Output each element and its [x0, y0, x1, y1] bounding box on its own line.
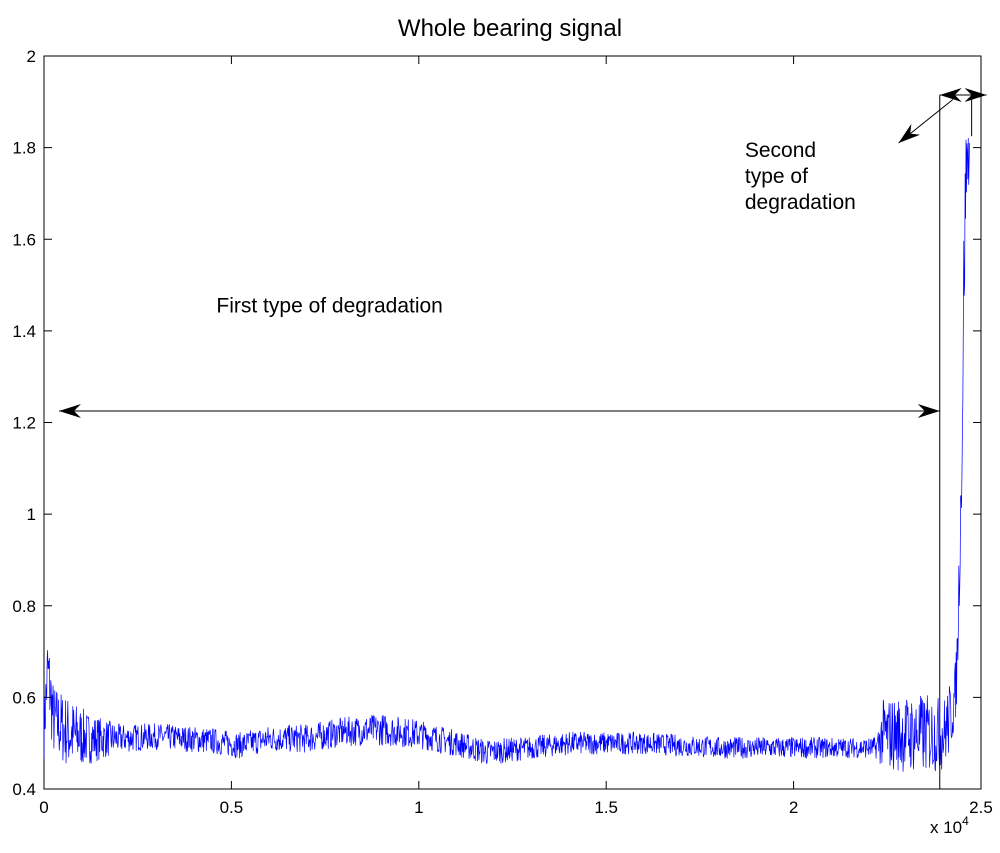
y-tick-label: 0.4: [12, 780, 36, 799]
y-tick-label: 1.6: [12, 230, 36, 249]
y-tick-label: 0.6: [12, 688, 36, 707]
arrowhead: [917, 404, 940, 419]
axis-layer: 0 0.5 1 1.5 2 2.5 0.4 0.6 0.8 1 1.2 1.4 1.6 1.8 2: [12, 47, 992, 817]
y-tick-label: 1.4: [12, 322, 36, 341]
y-tick-label: 1.8: [12, 139, 36, 158]
x-multiplier-label: x 104: [930, 814, 969, 837]
arrowhead: [898, 123, 921, 144]
y-tick-label: 0.8: [12, 597, 36, 616]
series-line-0: [43, 138, 970, 772]
signal-layer: [43, 138, 970, 772]
plot-area: [43, 55, 982, 790]
arrow-second-pointer: [898, 99, 954, 144]
annotation-first: First type of degradation: [216, 295, 442, 318]
y-tick-label: 2: [27, 47, 36, 66]
annotation-line: degradation: [745, 191, 856, 214]
annotation-second: Second type of degradation: [745, 139, 856, 214]
x-tick-label: 1.5: [594, 798, 618, 817]
chart-title: Whole bearing signal: [398, 15, 622, 42]
annotation-layer: First type of degradation Second type of de…: [216, 139, 855, 318]
x-tick-label: 0: [39, 798, 48, 817]
y-tick-label: 1.2: [12, 414, 36, 433]
arrow-layer: [58, 87, 987, 419]
arrowhead: [58, 404, 81, 419]
x-tick-label: 2.5: [969, 798, 993, 817]
guide-layer: [939, 94, 973, 789]
x-tick-label: 0.5: [220, 798, 244, 817]
x-multiplier-exponent: 4: [962, 814, 969, 828]
x-tick-label: 1: [414, 798, 423, 817]
arrowhead: [939, 87, 962, 102]
arrow-first-range: [58, 404, 940, 419]
x-multiplier-base: x 10: [930, 818, 962, 837]
arrow-second-range: [939, 87, 987, 102]
y-tick-label: 1: [27, 505, 36, 524]
arrowhead: [964, 87, 987, 102]
annotation-line: First type of degradation: [216, 295, 442, 318]
x-tick-label: 2: [789, 798, 798, 817]
annotation-line: type of: [745, 165, 808, 188]
annotation-line: Second: [745, 139, 816, 162]
